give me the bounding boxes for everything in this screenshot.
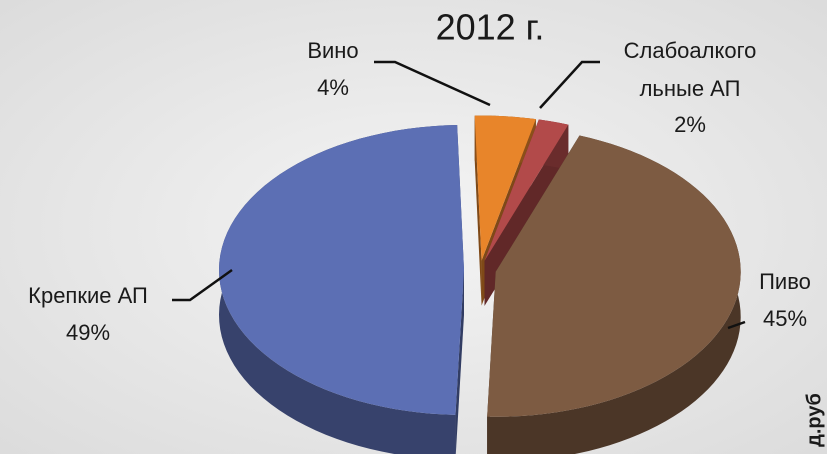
slice-wall — [474, 115, 482, 306]
leader-line — [539, 60, 600, 109]
leader-line — [727, 320, 746, 330]
slice-top — [474, 115, 536, 261]
category-label: Вино — [307, 38, 358, 63]
value-label: 45% — [763, 306, 807, 331]
slice — [487, 135, 741, 454]
slice-top — [219, 125, 465, 415]
value-label: 4% — [317, 75, 349, 100]
category-label: Слабоалкого льные АП — [624, 38, 757, 101]
leader-line — [374, 60, 491, 107]
category-label: Крепкие АП — [28, 283, 148, 308]
leader-line — [172, 268, 233, 302]
pie — [219, 115, 741, 454]
slice-top — [484, 119, 569, 261]
slice — [219, 125, 465, 454]
slice-top — [487, 135, 741, 417]
annotation: д.руб — [803, 393, 825, 447]
category-label: Пиво — [759, 269, 811, 294]
chart-title: 2012 г. — [436, 7, 545, 48]
label-line: льные АП — [640, 76, 741, 101]
slice-wall — [455, 269, 465, 454]
label-line: Слабоалкого — [624, 38, 757, 63]
value-label: 2% — [674, 112, 706, 137]
value-label: 49% — [66, 320, 110, 345]
